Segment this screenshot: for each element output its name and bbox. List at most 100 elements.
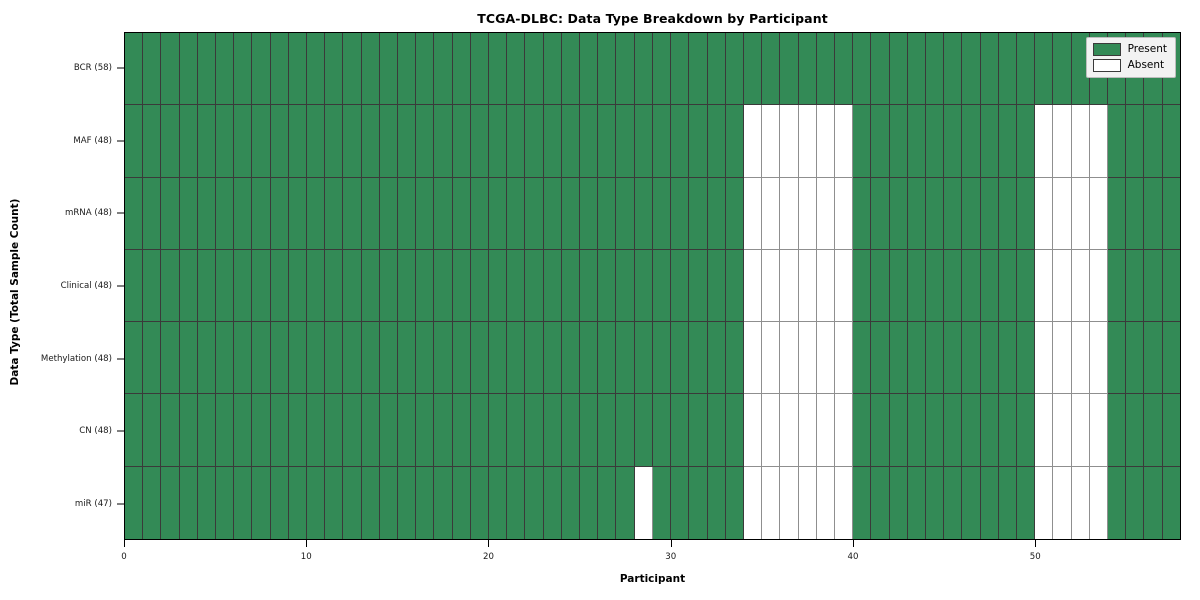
heatmap-cell — [1053, 322, 1072, 395]
heatmap-cell — [307, 394, 326, 467]
heatmap-cell — [634, 322, 653, 395]
heatmap-cell — [125, 466, 144, 539]
heatmap-cell — [379, 105, 399, 178]
heatmap-cell — [762, 322, 781, 395]
y-tick-mark — [117, 430, 124, 432]
heatmap-cell — [161, 249, 180, 323]
heatmap-cell — [489, 322, 508, 395]
heatmap-cell — [889, 249, 908, 323]
heatmap-row — [125, 394, 1180, 467]
heatmap-cell — [216, 322, 235, 395]
heatmap-cell — [1107, 249, 1127, 323]
heatmap-cell — [398, 322, 417, 395]
heatmap-cell — [998, 33, 1017, 106]
heatmap-cell — [689, 249, 708, 323]
heatmap-cell — [671, 177, 690, 250]
heatmap-cell — [543, 177, 562, 250]
heatmap-cell — [143, 33, 162, 106]
y-tick-label: mRNA (48) — [64, 208, 112, 219]
heatmap-cell — [743, 33, 763, 106]
heatmap-cell — [197, 466, 217, 539]
y-tick-label: Clinical (48) — [60, 281, 112, 291]
heatmap-cell — [434, 394, 453, 467]
heatmap-cell — [470, 105, 490, 178]
heatmap-cell — [598, 33, 617, 106]
heatmap-cell — [525, 105, 544, 178]
y-axis: BCR (58) MAF (48) mRNA (48) Clinical (48) Me… — [0, 32, 124, 540]
x-tick-label: 30 — [665, 552, 677, 562]
heatmap-cell — [434, 466, 453, 539]
heatmap-cell — [1053, 105, 1072, 178]
heatmap-cell — [907, 466, 926, 539]
heatmap-cell — [234, 322, 253, 395]
heatmap-cell — [1035, 33, 1054, 106]
heatmap-cell — [561, 105, 581, 178]
heatmap-cell — [398, 105, 417, 178]
heatmap-cell — [1107, 177, 1127, 250]
heatmap-cell — [1016, 249, 1036, 323]
heatmap-cell — [1126, 394, 1145, 467]
heatmap-cell — [1089, 394, 1108, 467]
heatmap-cell — [907, 249, 926, 323]
heatmap-cell — [252, 33, 271, 106]
heatmap-cell — [598, 466, 617, 539]
heatmap-cell — [652, 466, 672, 539]
heatmap-cell — [671, 33, 690, 106]
heatmap-cell — [1162, 105, 1180, 178]
heatmap-cell — [962, 105, 981, 178]
heatmap-cell — [1144, 177, 1163, 250]
heatmap-plot-area: Present Absent — [124, 32, 1181, 540]
heatmap-cell — [598, 105, 617, 178]
heatmap-cell — [743, 394, 763, 467]
heatmap-cell — [125, 322, 144, 395]
heatmap-cell — [853, 33, 872, 106]
heatmap-cell — [798, 466, 817, 539]
heatmap-cell — [707, 249, 726, 323]
heatmap-cell — [689, 394, 708, 467]
heatmap-cell — [398, 249, 417, 323]
heatmap-row — [125, 105, 1180, 178]
heatmap-cell — [197, 322, 217, 395]
heatmap-cell — [1035, 105, 1054, 178]
heatmap-cell — [343, 322, 362, 395]
legend-swatch-icon — [1092, 59, 1121, 72]
heatmap-cell — [652, 249, 672, 323]
heatmap-cell — [707, 466, 726, 539]
heatmap-cell — [325, 249, 344, 323]
heatmap-cell — [1035, 394, 1054, 467]
x-tick-mark — [488, 540, 490, 547]
heatmap-cell — [707, 394, 726, 467]
heatmap-cell — [871, 466, 890, 539]
heatmap-cell — [671, 249, 690, 323]
y-tick-label: BCR (58) — [73, 63, 112, 74]
heatmap-cell — [962, 394, 981, 467]
heatmap-cell — [470, 322, 490, 395]
heatmap-cell — [416, 33, 435, 106]
heatmap-cell — [489, 466, 508, 539]
heatmap-cell — [780, 249, 799, 323]
heatmap-cell — [343, 105, 362, 178]
heatmap-cell — [725, 105, 744, 178]
heatmap-cell — [889, 33, 908, 106]
heatmap-cell — [507, 466, 526, 539]
heatmap-cell — [216, 394, 235, 467]
heatmap-cell — [234, 249, 253, 323]
heatmap-cell — [216, 33, 235, 106]
heatmap-cell — [525, 394, 544, 467]
heatmap-cell — [379, 33, 399, 106]
heatmap-cell — [216, 249, 235, 323]
y-tick-label: miR (47) — [74, 498, 112, 509]
heatmap-cell — [416, 394, 435, 467]
heatmap-cell — [416, 249, 435, 323]
heatmap-cell — [925, 105, 945, 178]
heatmap-cell — [543, 249, 562, 323]
heatmap-cell — [1071, 466, 1090, 539]
heatmap-cell — [216, 105, 235, 178]
heatmap-cell — [416, 177, 435, 250]
heatmap-cell — [998, 394, 1017, 467]
heatmap-cell — [1035, 322, 1054, 395]
heatmap-cell — [197, 33, 217, 106]
heatmap-cell — [161, 394, 180, 467]
y-axis-title: Data Type (Total Sample Count) — [9, 198, 21, 386]
heatmap-cell — [853, 105, 872, 178]
